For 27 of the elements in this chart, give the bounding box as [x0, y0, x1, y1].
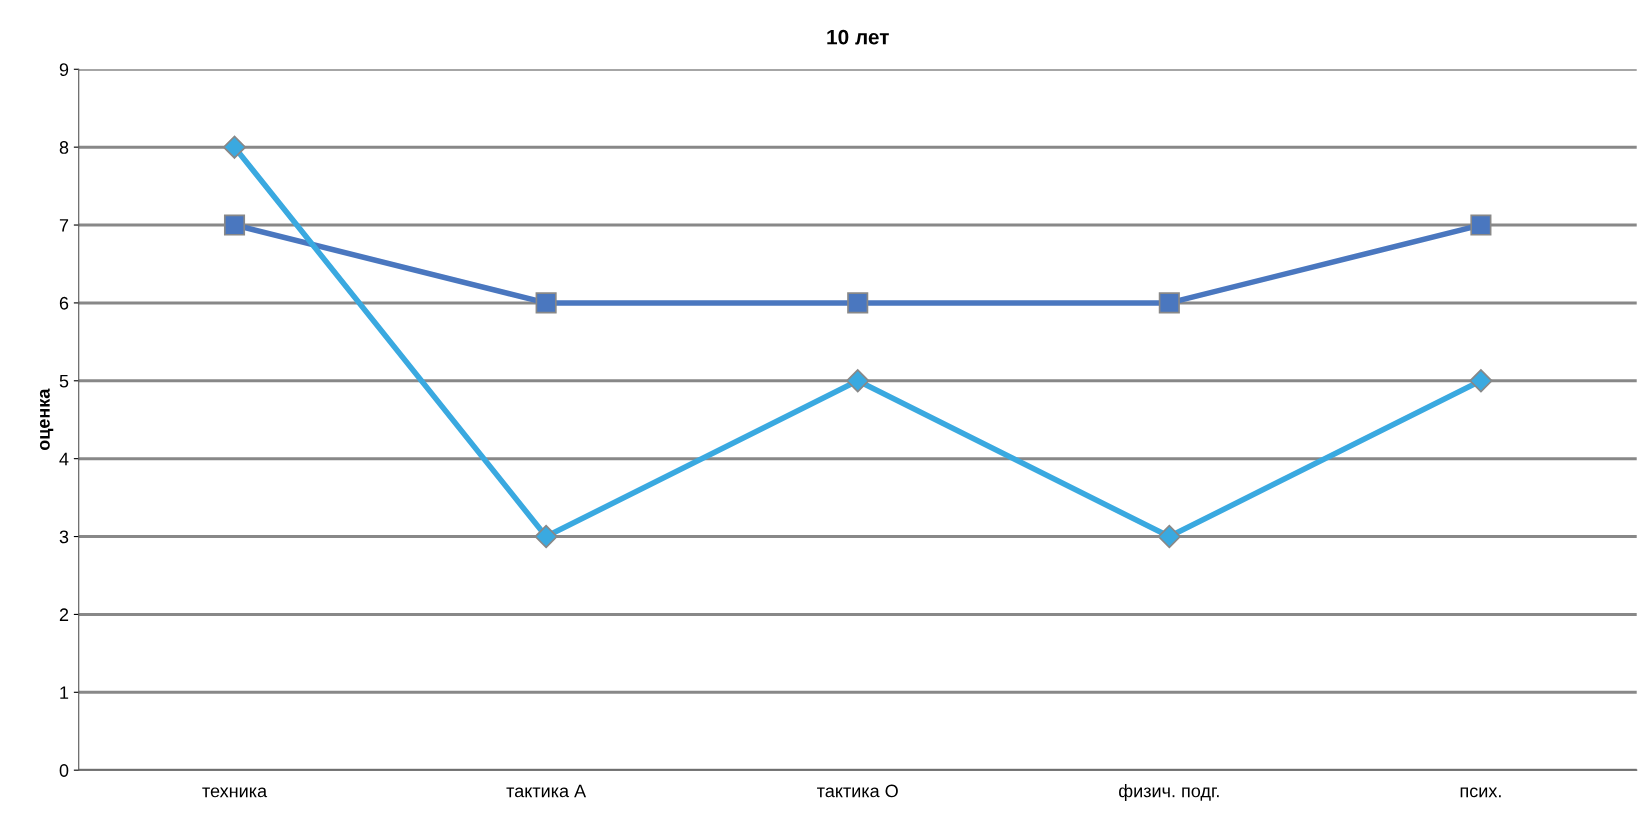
y-tick-label: 2 — [59, 608, 69, 621]
x-tick-label: псих. — [1460, 787, 1501, 798]
chart-title: 10 лет — [827, 29, 889, 45]
y-tick-label: 7 — [59, 219, 69, 232]
point — [534, 524, 558, 549]
point — [1158, 292, 1180, 314]
point — [223, 214, 246, 236]
y-tick-label: 4 — [59, 452, 69, 466]
y-tick-label: 5 — [59, 374, 69, 388]
y-tick-label: 6 — [59, 296, 69, 310]
point — [535, 292, 557, 314]
point — [222, 135, 247, 159]
y-tick-label: 8 — [59, 141, 69, 154]
x-tick-label: тактика О — [817, 784, 898, 798]
y-tick-label: 0 — [59, 764, 69, 777]
y-tick-label: 1 — [60, 686, 69, 699]
x-tick-label: тактика А — [506, 784, 587, 798]
x-tick-label: физич. подг. — [1119, 784, 1219, 801]
y-axis-title: оценка — [39, 388, 54, 451]
y-tick-label: 9 — [59, 63, 69, 76]
point — [1469, 369, 1493, 393]
point — [847, 292, 869, 314]
point — [1470, 214, 1492, 236]
point — [846, 369, 870, 393]
y-tick-label: 3 — [59, 530, 69, 544]
x-tick-label: техника — [202, 787, 268, 798]
point — [1157, 524, 1181, 549]
